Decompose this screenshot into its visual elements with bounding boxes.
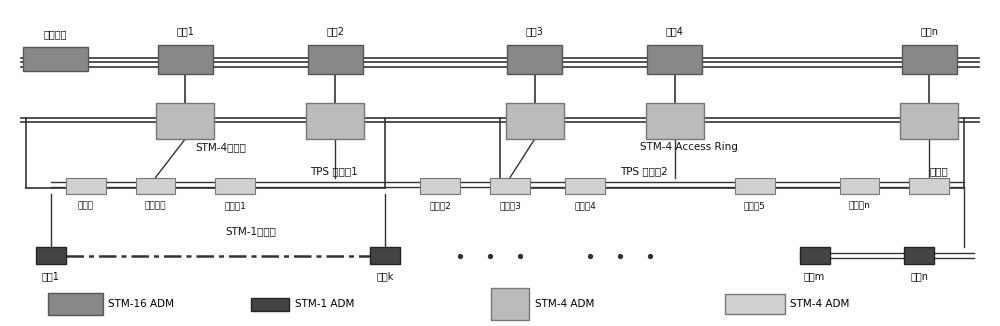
Text: 基站n: 基站n <box>910 271 928 281</box>
FancyBboxPatch shape <box>735 178 775 194</box>
Text: 车站4: 车站4 <box>666 26 684 37</box>
Text: 基站k: 基站k <box>376 271 394 281</box>
Text: TPS 供电站1: TPS 供电站1 <box>310 166 358 176</box>
Text: 车站1: 车站1 <box>176 26 194 37</box>
Text: 调度中心: 调度中心 <box>44 29 67 39</box>
FancyBboxPatch shape <box>23 48 88 71</box>
FancyBboxPatch shape <box>840 178 879 194</box>
Text: STM-1 ADM: STM-1 ADM <box>295 299 355 309</box>
FancyBboxPatch shape <box>565 178 605 194</box>
FancyBboxPatch shape <box>900 103 958 139</box>
FancyBboxPatch shape <box>902 45 957 74</box>
Text: STM-16 ADM: STM-16 ADM <box>108 299 174 309</box>
Text: 基站1: 基站1 <box>42 271 60 281</box>
FancyBboxPatch shape <box>909 178 949 194</box>
FancyBboxPatch shape <box>507 45 562 74</box>
Text: 信号点n: 信号点n <box>849 201 870 210</box>
FancyBboxPatch shape <box>308 45 363 74</box>
FancyBboxPatch shape <box>370 247 400 264</box>
FancyBboxPatch shape <box>647 45 702 74</box>
FancyBboxPatch shape <box>48 293 103 315</box>
FancyBboxPatch shape <box>420 178 460 194</box>
FancyBboxPatch shape <box>306 103 364 139</box>
FancyBboxPatch shape <box>136 178 175 194</box>
Text: STM-4 Access Ring: STM-4 Access Ring <box>640 142 738 152</box>
Text: 车站2: 车站2 <box>326 26 344 37</box>
FancyBboxPatch shape <box>251 298 289 311</box>
Text: 信号点4: 信号点4 <box>574 201 596 210</box>
FancyBboxPatch shape <box>215 178 255 194</box>
FancyBboxPatch shape <box>66 178 106 194</box>
FancyBboxPatch shape <box>36 247 66 264</box>
FancyBboxPatch shape <box>646 103 704 139</box>
Text: 信号点3: 信号点3 <box>499 201 521 210</box>
FancyBboxPatch shape <box>904 247 934 264</box>
Text: 客专公司: 客专公司 <box>145 201 166 210</box>
Text: 车站3: 车站3 <box>526 26 544 37</box>
Text: STM-4接入环: STM-4接入环 <box>195 142 246 152</box>
FancyBboxPatch shape <box>725 294 785 314</box>
Text: STM-4 ADM: STM-4 ADM <box>535 299 594 309</box>
Text: 信号点2: 信号点2 <box>429 201 451 210</box>
FancyBboxPatch shape <box>800 247 830 264</box>
Text: 信号点5: 信号点5 <box>744 201 766 210</box>
Text: TPS 供电站2: TPS 供电站2 <box>620 166 668 176</box>
FancyBboxPatch shape <box>156 103 214 139</box>
FancyBboxPatch shape <box>491 288 529 320</box>
FancyBboxPatch shape <box>506 103 564 139</box>
Text: 信号点1: 信号点1 <box>224 201 246 210</box>
Text: STM-1接入环: STM-1接入环 <box>225 226 276 236</box>
Text: 车站n: 车站n <box>920 26 938 37</box>
Text: 维修段: 维修段 <box>929 166 948 176</box>
Text: 基站m: 基站m <box>804 271 825 281</box>
Text: 动车段: 动车段 <box>78 201 94 210</box>
FancyBboxPatch shape <box>490 178 530 194</box>
Text: STM-4 ADM: STM-4 ADM <box>790 299 849 309</box>
FancyBboxPatch shape <box>158 45 213 74</box>
